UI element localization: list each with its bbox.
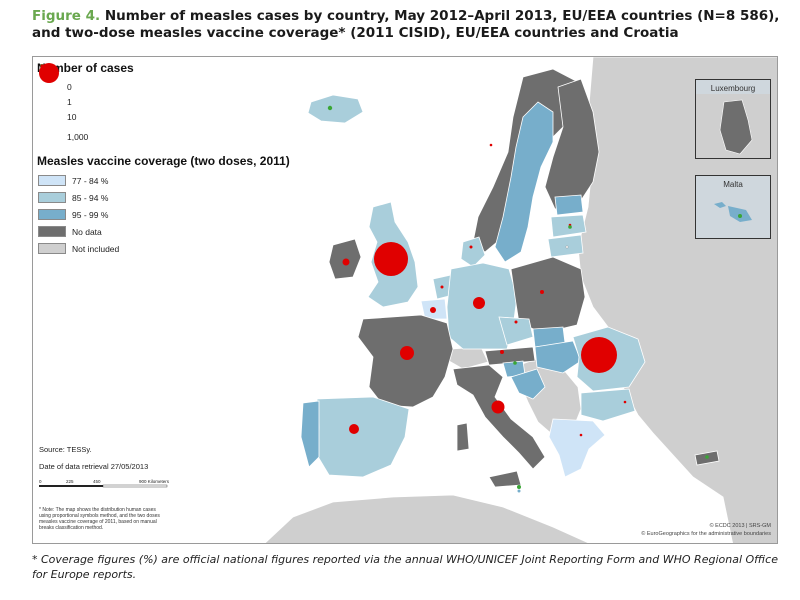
region-bulgaria	[580, 388, 636, 422]
swatch-icon	[38, 175, 66, 186]
region-portugal	[300, 400, 320, 468]
region-austria	[484, 346, 536, 366]
legend-coverage-heading: Measles vaccine coverage (two doses, 201…	[37, 154, 290, 168]
credit-eurogeographics: © EuroGeographics for the administrative…	[641, 531, 771, 537]
luxembourg-shape	[696, 94, 770, 158]
region-greece	[548, 418, 606, 478]
case-marker-estonia	[568, 225, 572, 229]
region-italy	[452, 364, 546, 470]
figure-title: Figure 4. Number of measles cases by cou…	[32, 8, 792, 42]
case-marker-germany	[473, 297, 485, 309]
malta-shape	[714, 202, 752, 222]
legend-coverage-85-94: 85 - 94 %	[37, 189, 327, 206]
region-france	[357, 314, 454, 408]
region-hungary	[534, 340, 582, 374]
map-note: * Note: The map shows the distribution h…	[39, 507, 160, 531]
legend-coverage-no-data: No data	[37, 223, 327, 240]
legend-coverage-77-84: 77 - 84 %	[37, 172, 327, 189]
case-marker-bulgaria	[623, 400, 627, 404]
case-marker-poland	[540, 290, 544, 294]
dot-red-large-icon	[39, 63, 59, 83]
case-marker-slovenia	[513, 361, 517, 365]
inset-luxembourg: Luxembourg	[695, 79, 771, 159]
inset-malta: Malta	[695, 175, 771, 239]
legend-cases-heading: Number of cases	[37, 61, 134, 75]
swatch-icon	[38, 192, 66, 203]
region-sweden	[494, 101, 554, 263]
map-legend: Number of cases 0 1 10 1,000 Measles vac…	[37, 61, 327, 257]
legend-coverage-not-included: Not included	[37, 240, 327, 257]
case-marker-spain	[349, 424, 359, 434]
region-sardinia	[456, 422, 470, 452]
legend-cases-10: 10	[37, 64, 327, 124]
case-marker-greece	[579, 433, 583, 437]
legend-coverage-95-99: 95 - 99 %	[37, 206, 327, 223]
legend-cases-0: 0	[37, 64, 327, 94]
figure-title-text: Number of measles cases by country, May …	[32, 8, 780, 41]
case-marker-uk	[374, 242, 408, 276]
inset-malta-label: Malta	[723, 180, 743, 189]
map-panel: Number of cases 0 1 10 1,000 Measles vac…	[32, 56, 778, 544]
region-denmark	[460, 236, 486, 268]
case-marker-belgium	[430, 307, 436, 313]
case-marker-iceland	[327, 105, 333, 111]
region-iceland	[307, 94, 364, 124]
region-malta-small	[517, 489, 521, 493]
case-marker-denmark	[469, 245, 473, 249]
case-markers	[327, 105, 709, 489]
source-text: Source: TESSy.	[39, 445, 92, 454]
legend-cases-1: 1	[37, 64, 327, 109]
europe-map	[33, 57, 777, 543]
region-poland	[510, 256, 586, 334]
coverage-footnote: * Coverage figures (%) are official nati…	[32, 553, 778, 581]
retrieval-date: Date of data retrieval 27/05/2013	[39, 462, 149, 471]
region-sicily	[488, 470, 522, 488]
credit-ecdc: © ECDC 2013 | SRS-GM	[709, 523, 771, 529]
case-marker-czech	[514, 320, 518, 324]
swatch-icon	[38, 209, 66, 220]
case-marker-romania	[581, 337, 617, 373]
scale-bar	[39, 484, 168, 488]
swatch-icon	[38, 243, 66, 254]
case-marker-france	[400, 346, 414, 360]
case-marker-cyprus	[705, 455, 709, 459]
case-marker-lithuania	[565, 245, 569, 249]
case-marker-ireland	[342, 258, 350, 266]
region-not-included-africa	[264, 494, 590, 543]
region-estonia	[554, 194, 584, 216]
case-marker-netherlands	[440, 285, 444, 289]
case-marker-malta	[517, 485, 521, 489]
case-marker-italy	[491, 400, 505, 414]
inset-luxembourg-label: Luxembourg	[710, 84, 756, 93]
region-latvia	[550, 214, 587, 238]
region-czech-republic	[498, 316, 534, 346]
case-marker-sweden	[489, 143, 493, 147]
legend-cases-1000: 1,000	[37, 63, 327, 150]
region-croatia	[510, 368, 546, 400]
case-marker-austria	[500, 350, 504, 354]
figure-label: Figure 4.	[32, 8, 101, 24]
swatch-icon	[38, 226, 66, 237]
region-lithuania	[547, 234, 584, 258]
